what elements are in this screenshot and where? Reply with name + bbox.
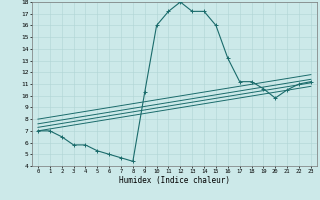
X-axis label: Humidex (Indice chaleur): Humidex (Indice chaleur)	[119, 176, 230, 185]
